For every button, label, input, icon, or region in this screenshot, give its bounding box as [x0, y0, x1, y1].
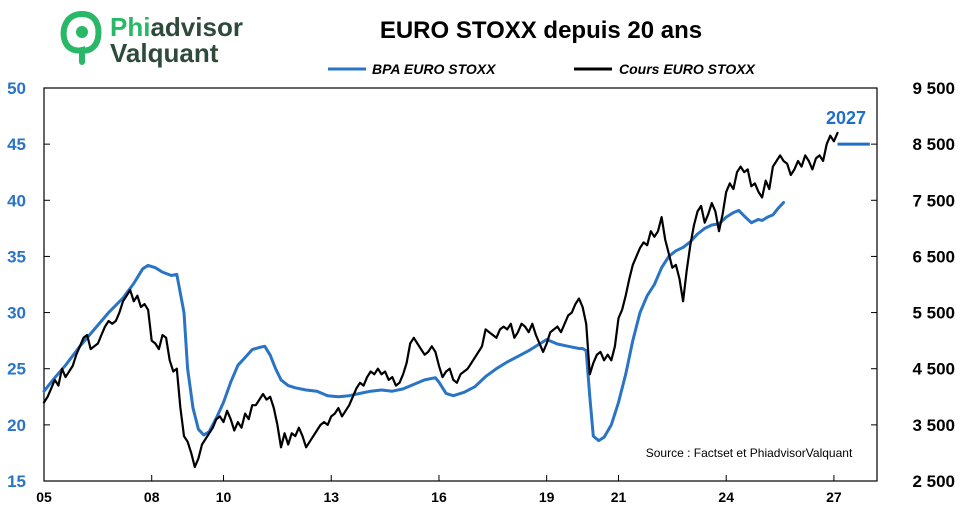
source-note: Source : Factset et PhiadvisorValquant	[646, 446, 853, 460]
x-axis: 05 08 10 13 16 19 21 24 27	[36, 475, 842, 505]
left-tick-label: 15	[7, 472, 26, 491]
left-tick-label: 25	[7, 360, 26, 379]
leaf-icon	[60, 11, 102, 65]
x-tick-label: 19	[539, 489, 555, 505]
legend-label-bpa: BPA EURO STOXX	[372, 61, 497, 77]
series-line-cours	[42, 131, 839, 469]
x-tick-label: 21	[611, 489, 627, 505]
legend: BPA EURO STOXX Cours EURO STOXX	[328, 61, 757, 77]
chart-title: EURO STOXX depuis 20 ans	[380, 17, 702, 44]
legend-label-cours: Cours EURO STOXX	[619, 61, 757, 77]
x-tick-label: 13	[323, 489, 339, 505]
right-tick-label: 9 500	[912, 79, 955, 98]
x-tick-label: 24	[718, 489, 734, 505]
right-tick-label: 3 500	[912, 416, 955, 435]
left-tick-label: 45	[7, 135, 26, 154]
plot-area	[43, 87, 878, 482]
logo-rest: advisor	[150, 12, 243, 42]
right-tick-label: 8 500	[912, 135, 955, 154]
phiadvisor-logo: Phiadvisor Valquant	[60, 11, 243, 68]
right-tick-label: 7 500	[912, 191, 955, 210]
series-layer	[42, 131, 870, 469]
left-tick-label: 50	[7, 79, 26, 98]
svg-text:Phiadvisor: Phiadvisor	[110, 12, 243, 42]
x-tick-label: 08	[144, 489, 160, 505]
left-tick-label: 40	[7, 191, 26, 210]
series-line-bpa	[42, 201, 786, 443]
annotation-2027: 2027	[826, 108, 866, 128]
x-tick-label: 27	[826, 489, 842, 505]
right-tick-label: 2 500	[912, 472, 955, 491]
left-tick-label: 20	[7, 416, 26, 435]
logo-line2: Valquant	[110, 38, 219, 68]
right-tick-label: 6 500	[912, 247, 955, 266]
right-tick-label: 4 500	[912, 360, 955, 379]
left-tick-label: 35	[7, 247, 26, 266]
x-tick-label: 16	[431, 489, 447, 505]
legend-item-cours: Cours EURO STOXX	[574, 61, 757, 77]
x-tick-label: 05	[36, 489, 52, 505]
right-axis: 2 500 3 500 4 500 5 500 6 500 7 500 8 500 9 500	[871, 79, 955, 491]
legend-item-bpa: BPA EURO STOXX	[328, 61, 497, 77]
left-axis: 15 20 25 30 35 40 45 50	[7, 79, 50, 491]
logo-prefix: Phi	[110, 12, 150, 42]
right-tick-label: 5 500	[912, 304, 955, 323]
x-tick-label: 10	[216, 489, 232, 505]
left-tick-label: 30	[7, 304, 26, 323]
